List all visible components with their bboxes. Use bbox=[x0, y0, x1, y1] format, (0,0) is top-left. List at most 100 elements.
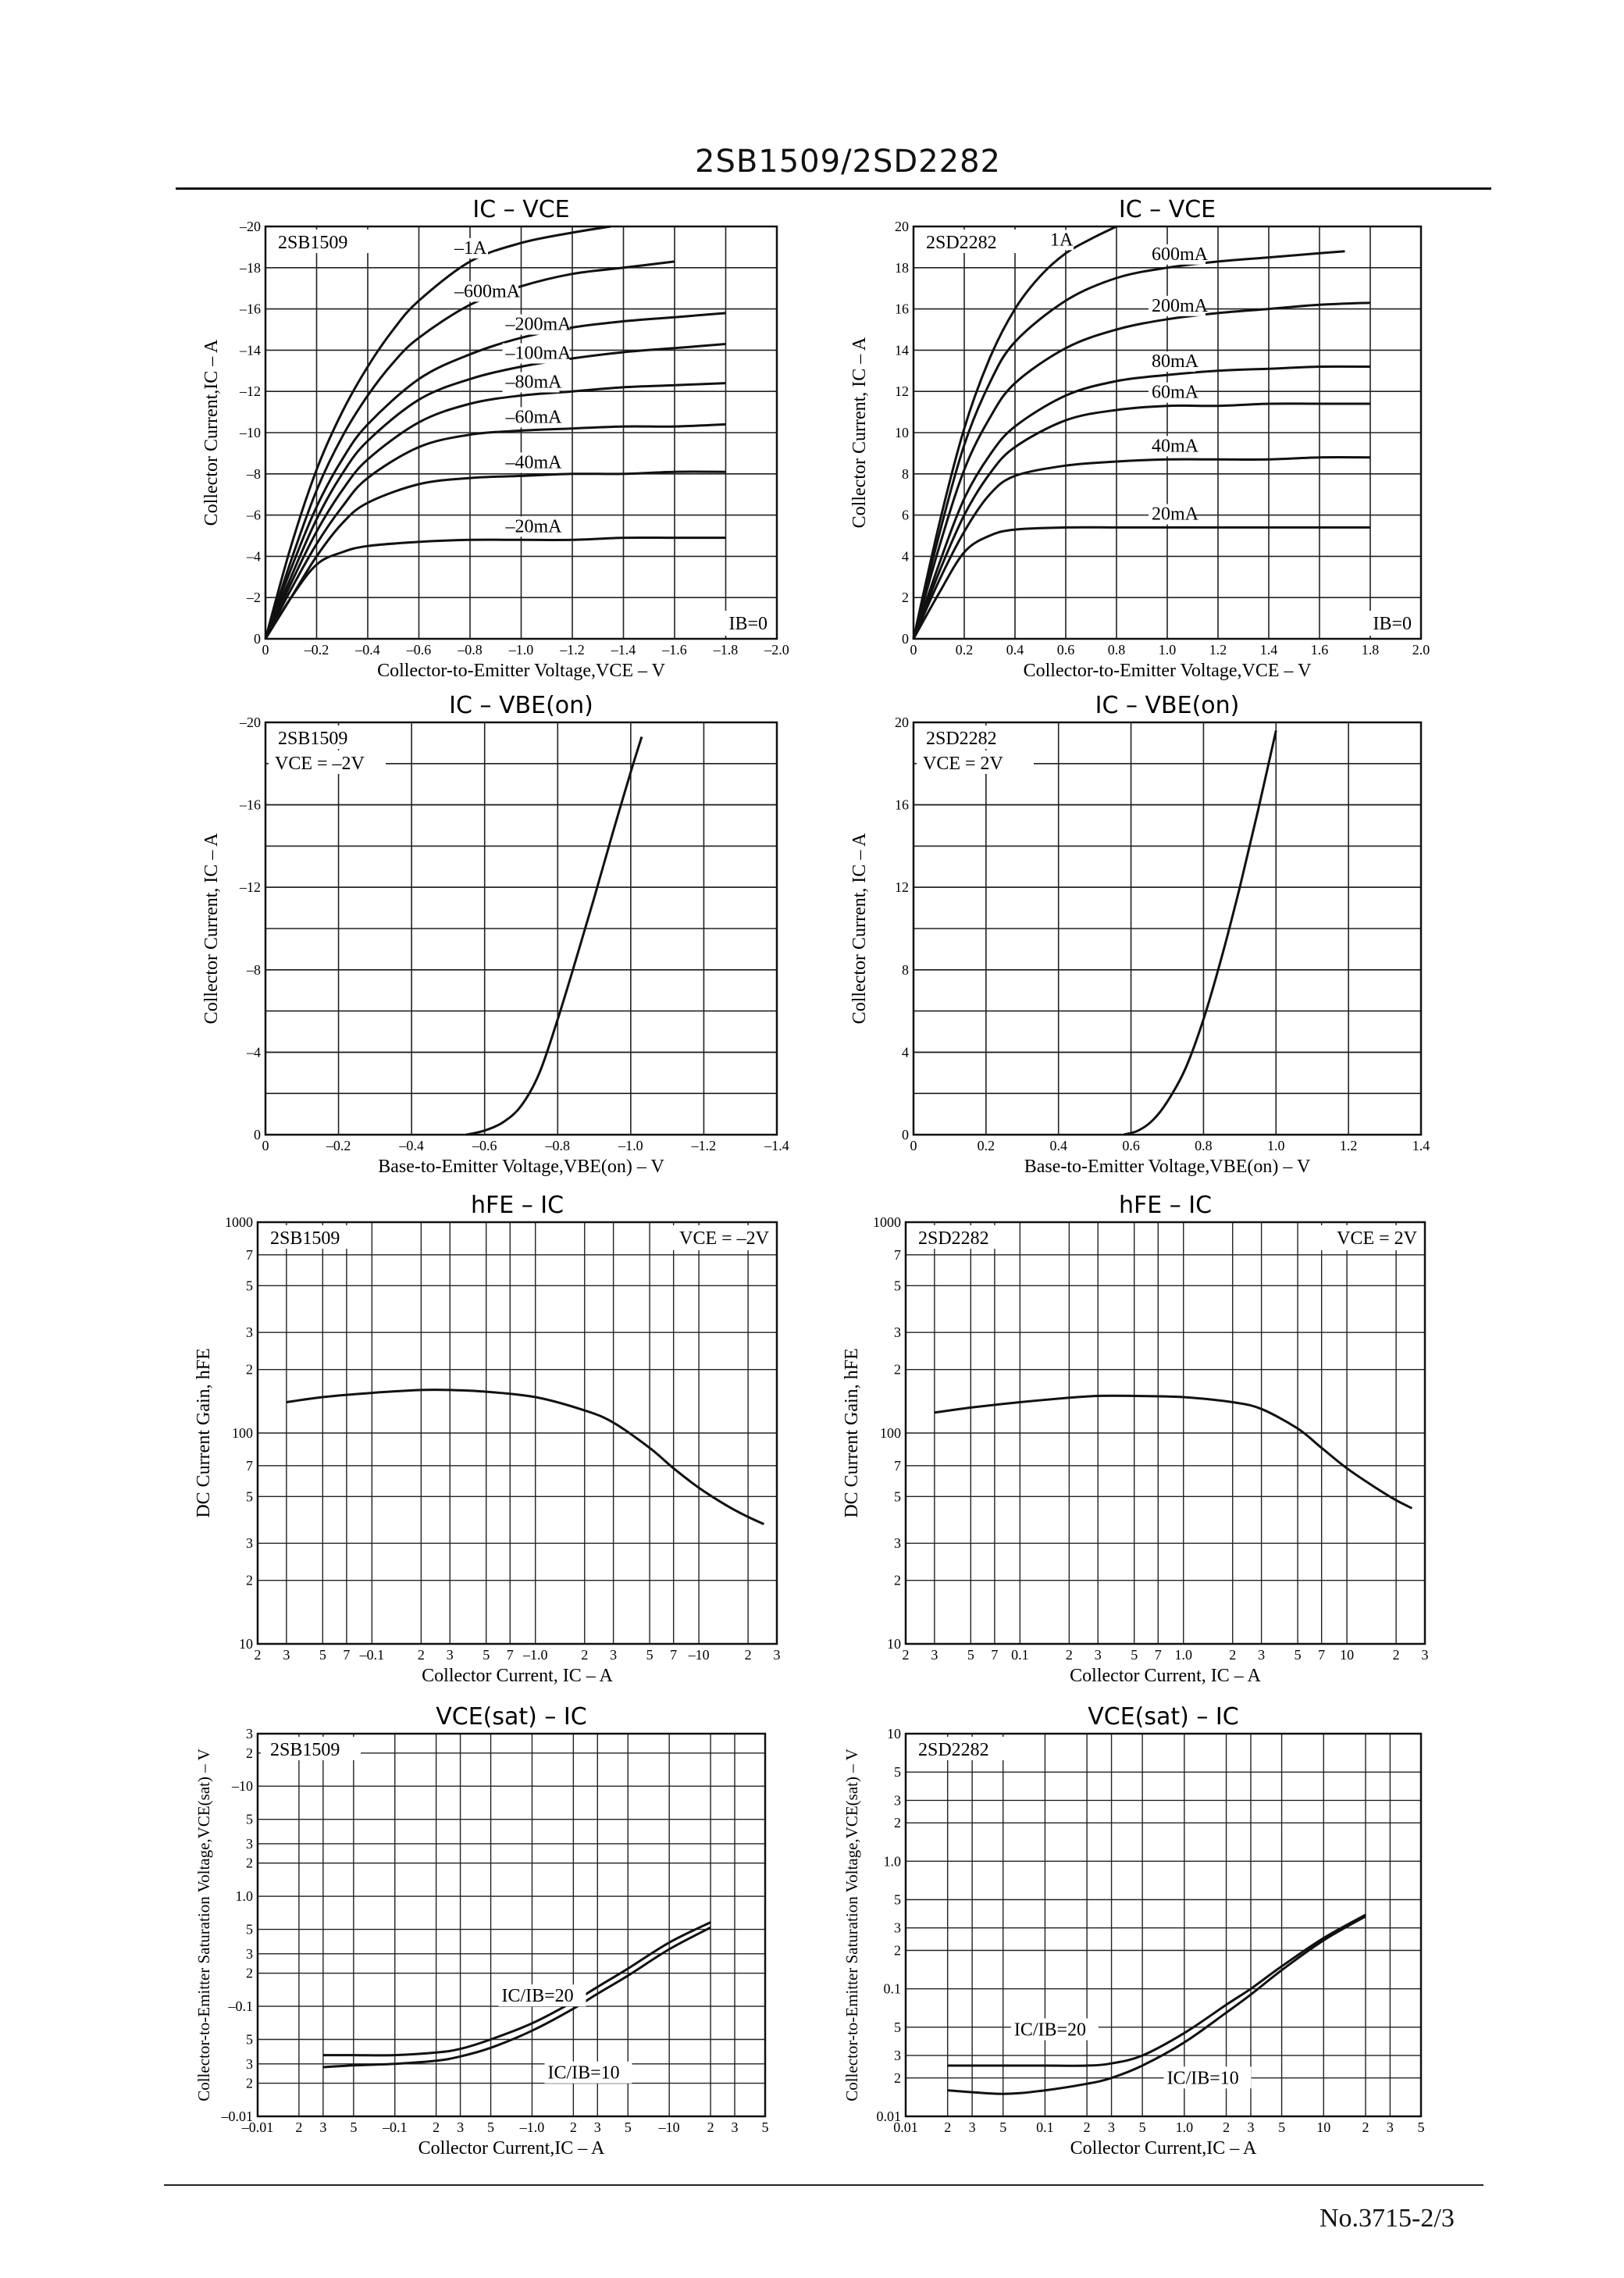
y-tick-label: 5 bbox=[894, 1892, 901, 1908]
y-tick-label: 7 bbox=[894, 1458, 901, 1474]
y-tick-label: –4 bbox=[246, 1044, 261, 1060]
chart-title: hFE – IC bbox=[1119, 1192, 1212, 1219]
x-axis-label: Collector-to-Emitter Voltage,VCE – V bbox=[1024, 661, 1312, 681]
note-label-bg bbox=[699, 611, 774, 636]
y-tick-label: –10 bbox=[239, 425, 261, 440]
x-tick-label: 2 bbox=[1393, 1647, 1400, 1663]
series-line bbox=[264, 260, 675, 640]
x-tick-label: 2 bbox=[1084, 2119, 1091, 2135]
y-tick-label: 12 bbox=[895, 383, 909, 399]
y-tick-label: 2 bbox=[246, 1745, 253, 1761]
series-label-bg bbox=[502, 314, 570, 335]
y-tick-label: 2 bbox=[246, 1966, 253, 1981]
series-line bbox=[264, 312, 726, 640]
series-line bbox=[264, 536, 726, 640]
series-label: –60mA bbox=[505, 407, 563, 427]
device-label: 2SD2282 bbox=[918, 1228, 989, 1249]
device-label-bg bbox=[909, 1225, 1009, 1249]
series-line bbox=[947, 1915, 1366, 2095]
x-tick-label: –0.01 bbox=[241, 2119, 274, 2135]
x-axis-label: Collector Current,IC – A bbox=[418, 2138, 605, 2159]
y-tick-label: 2 bbox=[902, 590, 909, 605]
device-label-bg bbox=[261, 1737, 361, 1760]
x-tick-label: 0.4 bbox=[1006, 642, 1024, 658]
series-label-bg bbox=[451, 281, 518, 302]
y-tick-label: –0.1 bbox=[228, 1998, 254, 2014]
x-tick-label: 7 bbox=[1318, 1647, 1325, 1663]
x-tick-label: 2 bbox=[570, 2119, 577, 2135]
chart-title: hFE – IC bbox=[471, 1192, 564, 1219]
x-axis-label: Collector Current,IC – A bbox=[1070, 2138, 1257, 2159]
series-label: 40mA bbox=[1152, 436, 1199, 456]
y-tick-label: 4 bbox=[902, 1044, 909, 1060]
device-label: 2SB1509 bbox=[278, 729, 347, 749]
x-tick-label: 3 bbox=[1258, 1647, 1265, 1663]
y-tick-label: 3 bbox=[246, 1836, 253, 1852]
series-label-bg bbox=[544, 2061, 632, 2084]
x-tick-label: –10 bbox=[688, 1647, 710, 1663]
x-tick-label: 2 bbox=[581, 1647, 588, 1663]
chart-2sd2282-ic-vbe: IC – VBE(on) 0 0.2 0.4 0.6 0.8 1.0 1.2 1.4 0 4 8 12 1… bbox=[849, 692, 1430, 1177]
y-axis-label: DC Current Gain, hFE bbox=[194, 1348, 214, 1517]
y-tick-label: –0.01 bbox=[221, 2109, 254, 2124]
chart-title: IC – VCE bbox=[472, 196, 569, 223]
x-tick-label: 1.0 bbox=[1159, 642, 1177, 658]
x-tick-label: 5 bbox=[1131, 1647, 1138, 1663]
y-tick-label: 3 bbox=[246, 2056, 253, 2072]
y-tick-label: 2 bbox=[894, 1942, 901, 1958]
y-tick-label: 5 bbox=[246, 1488, 253, 1504]
y-tick-label: 3 bbox=[894, 2048, 901, 2063]
series-line bbox=[934, 1394, 1413, 1510]
series-label: IC/IB=10 bbox=[1167, 2068, 1239, 2088]
x-tick-label: 3 bbox=[319, 2119, 326, 2135]
x-tick-label: –0.2 bbox=[304, 642, 329, 658]
device-label-bg bbox=[269, 725, 369, 749]
series-label: –20mA bbox=[505, 516, 563, 537]
plot-frame bbox=[912, 225, 1423, 640]
x-axis-label: Collector Current, IC – A bbox=[422, 1666, 613, 1686]
series-line bbox=[912, 402, 1370, 640]
y-tick-label: 0 bbox=[902, 1127, 909, 1143]
chart-title: IC – VBE(on) bbox=[1095, 692, 1240, 719]
x-tick-label: –1.0 bbox=[508, 642, 534, 658]
y-tick-label: 5 bbox=[894, 1278, 901, 1293]
x-tick-label: 1.4 bbox=[1412, 1138, 1430, 1153]
condition-label: VCE = 2V bbox=[923, 754, 1004, 774]
condition-label-bg bbox=[917, 750, 1034, 774]
y-tick-label: 6 bbox=[902, 508, 909, 523]
x-tick-label: 2 bbox=[1223, 2119, 1230, 2135]
y-tick-label: 3 bbox=[894, 1792, 901, 1808]
x-tick-label: 0.2 bbox=[978, 1138, 995, 1153]
series-line bbox=[264, 343, 726, 640]
series-label: –100mA bbox=[505, 344, 572, 364]
y-tick-label: 5 bbox=[246, 2032, 253, 2048]
x-tick-label: –1.0 bbox=[522, 1647, 548, 1663]
y-tick-label: 2 bbox=[246, 2076, 253, 2091]
x-tick-label: 3 bbox=[594, 2119, 601, 2135]
x-tick-label: –0.2 bbox=[326, 1138, 351, 1153]
y-tick-label: 18 bbox=[895, 260, 909, 276]
x-tick-label: 2 bbox=[707, 2119, 714, 2135]
y-tick-label: 12 bbox=[895, 879, 909, 895]
y-tick-label: 2 bbox=[894, 1815, 901, 1831]
series-label-bg bbox=[1047, 230, 1074, 251]
x-axis-label: Base-to-Emitter Voltage,VBE(on) – V bbox=[1024, 1157, 1311, 1177]
device-label-bg bbox=[269, 230, 369, 253]
series-label: 200mA bbox=[1152, 296, 1209, 316]
note-label: IB=0 bbox=[728, 614, 767, 634]
x-tick-label: 2.0 bbox=[1412, 642, 1430, 658]
y-axis-label: Collector-to-Emitter Saturation Voltage,… bbox=[842, 1749, 861, 2102]
document-number: No.3715-2/3 bbox=[1320, 2204, 1455, 2233]
device-label: 2SD2282 bbox=[926, 233, 997, 253]
x-tick-label: 0 bbox=[910, 642, 917, 658]
y-tick-label: 7 bbox=[894, 1247, 901, 1263]
plot-frame bbox=[264, 225, 778, 640]
series-label-bg bbox=[502, 372, 560, 393]
y-tick-label: 5 bbox=[894, 1488, 901, 1504]
series-line bbox=[264, 470, 726, 640]
y-tick-label: 8 bbox=[902, 962, 909, 978]
series-line bbox=[1123, 730, 1277, 1136]
x-tick-label: 5 bbox=[483, 1647, 490, 1663]
series-label-bg bbox=[451, 237, 488, 258]
y-tick-label: 16 bbox=[895, 797, 909, 813]
